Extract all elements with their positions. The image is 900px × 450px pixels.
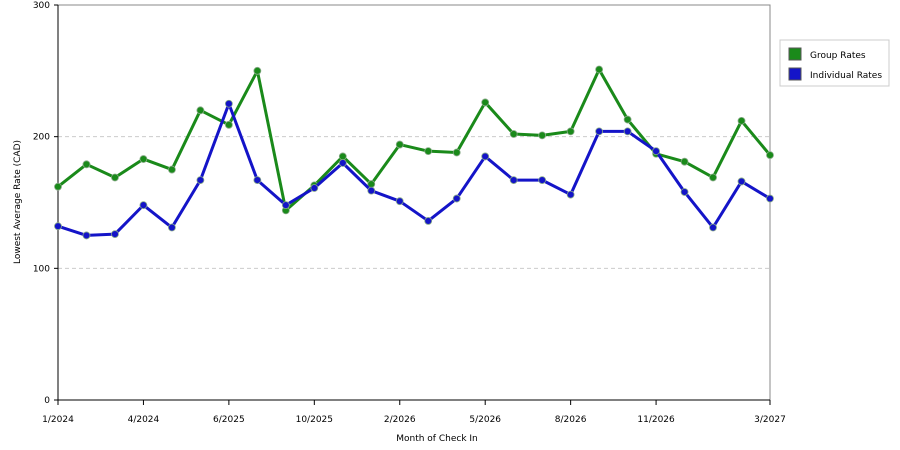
data-point — [623, 127, 632, 136]
data-point — [709, 173, 717, 182]
data-point — [253, 66, 262, 75]
data-point — [509, 130, 518, 138]
x-tick-label: 11/2026 — [637, 415, 675, 425]
data-point — [566, 190, 575, 199]
data-point — [338, 152, 347, 161]
data-point — [54, 222, 62, 231]
data-point — [766, 151, 774, 160]
data-point — [395, 140, 404, 149]
x-tick-label: 2/2026 — [384, 415, 416, 425]
legend-swatch — [788, 47, 802, 61]
data-point — [452, 148, 461, 157]
data-point — [623, 115, 632, 124]
legend-label: Individual Rates — [810, 71, 882, 81]
x-tick-label: 4/2024 — [128, 415, 160, 425]
data-point — [224, 120, 233, 129]
plot-area — [57, 4, 771, 401]
data-point — [509, 176, 518, 185]
data-point — [766, 194, 774, 203]
x-tick-label: 5/2026 — [469, 415, 501, 425]
x-tick-label: 6/2025 — [213, 415, 245, 425]
data-point — [424, 147, 433, 156]
data-point — [595, 127, 604, 136]
x-tick-label: 1/2024 — [42, 415, 74, 425]
data-point — [82, 160, 91, 169]
data-point — [367, 186, 376, 195]
data-point — [253, 176, 262, 185]
y-tick-label: 100 — [33, 264, 50, 274]
data-point — [481, 152, 490, 161]
data-point — [196, 176, 205, 185]
data-point — [395, 197, 404, 206]
data-point — [481, 98, 490, 107]
data-point — [54, 182, 62, 191]
x-tick-label: 10/2025 — [296, 415, 333, 425]
data-point — [737, 177, 746, 186]
data-point — [139, 201, 148, 210]
data-point — [281, 201, 290, 210]
y-tick-label: 200 — [33, 133, 50, 143]
data-point — [168, 223, 176, 232]
data-point — [737, 116, 746, 125]
legend-swatch — [788, 67, 802, 81]
data-point — [566, 127, 575, 136]
data-point — [111, 173, 119, 182]
data-point — [538, 131, 547, 140]
data-point — [538, 176, 547, 185]
series-line — [57, 102, 771, 237]
data-point — [652, 147, 660, 156]
y-axis-label: Lowest Average Rate (CAD) — [13, 140, 23, 264]
data-point — [168, 165, 176, 174]
data-point — [82, 231, 91, 240]
x-tick-label: 8/2026 — [555, 415, 587, 425]
x-axis-label: Month of Check In — [396, 434, 478, 444]
data-point — [224, 99, 233, 108]
y-tick-label: 300 — [33, 1, 50, 11]
legend-label: Group Rates — [810, 51, 866, 61]
data-point — [595, 65, 604, 74]
data-point — [424, 217, 433, 225]
data-point — [709, 223, 717, 232]
data-point — [111, 230, 119, 239]
data-point — [338, 159, 347, 167]
data-point — [680, 188, 689, 196]
x-tick-label: 3/2027 — [754, 415, 786, 425]
data-point — [452, 194, 461, 203]
data-point — [139, 155, 148, 163]
data-point — [310, 184, 319, 192]
data-point — [196, 106, 205, 115]
y-tick-label: 0 — [44, 396, 50, 406]
data-point — [680, 157, 689, 166]
